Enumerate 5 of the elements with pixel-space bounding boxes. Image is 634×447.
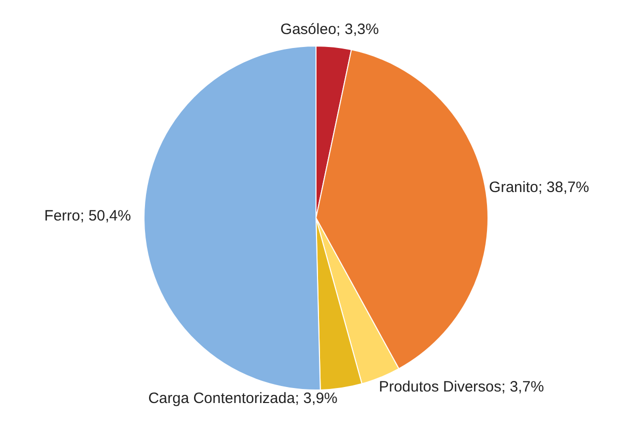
slice-label: Ferro; 50,4% [44, 208, 132, 225]
slice-label: Gasóleo; 3,3% [280, 20, 379, 38]
slice-label: Produtos Diversos; 3,7% [378, 378, 544, 396]
slice-label: Granito; 38,7% [489, 178, 590, 196]
slice-label: Carga Contentorizada; 3,9% [148, 390, 338, 408]
